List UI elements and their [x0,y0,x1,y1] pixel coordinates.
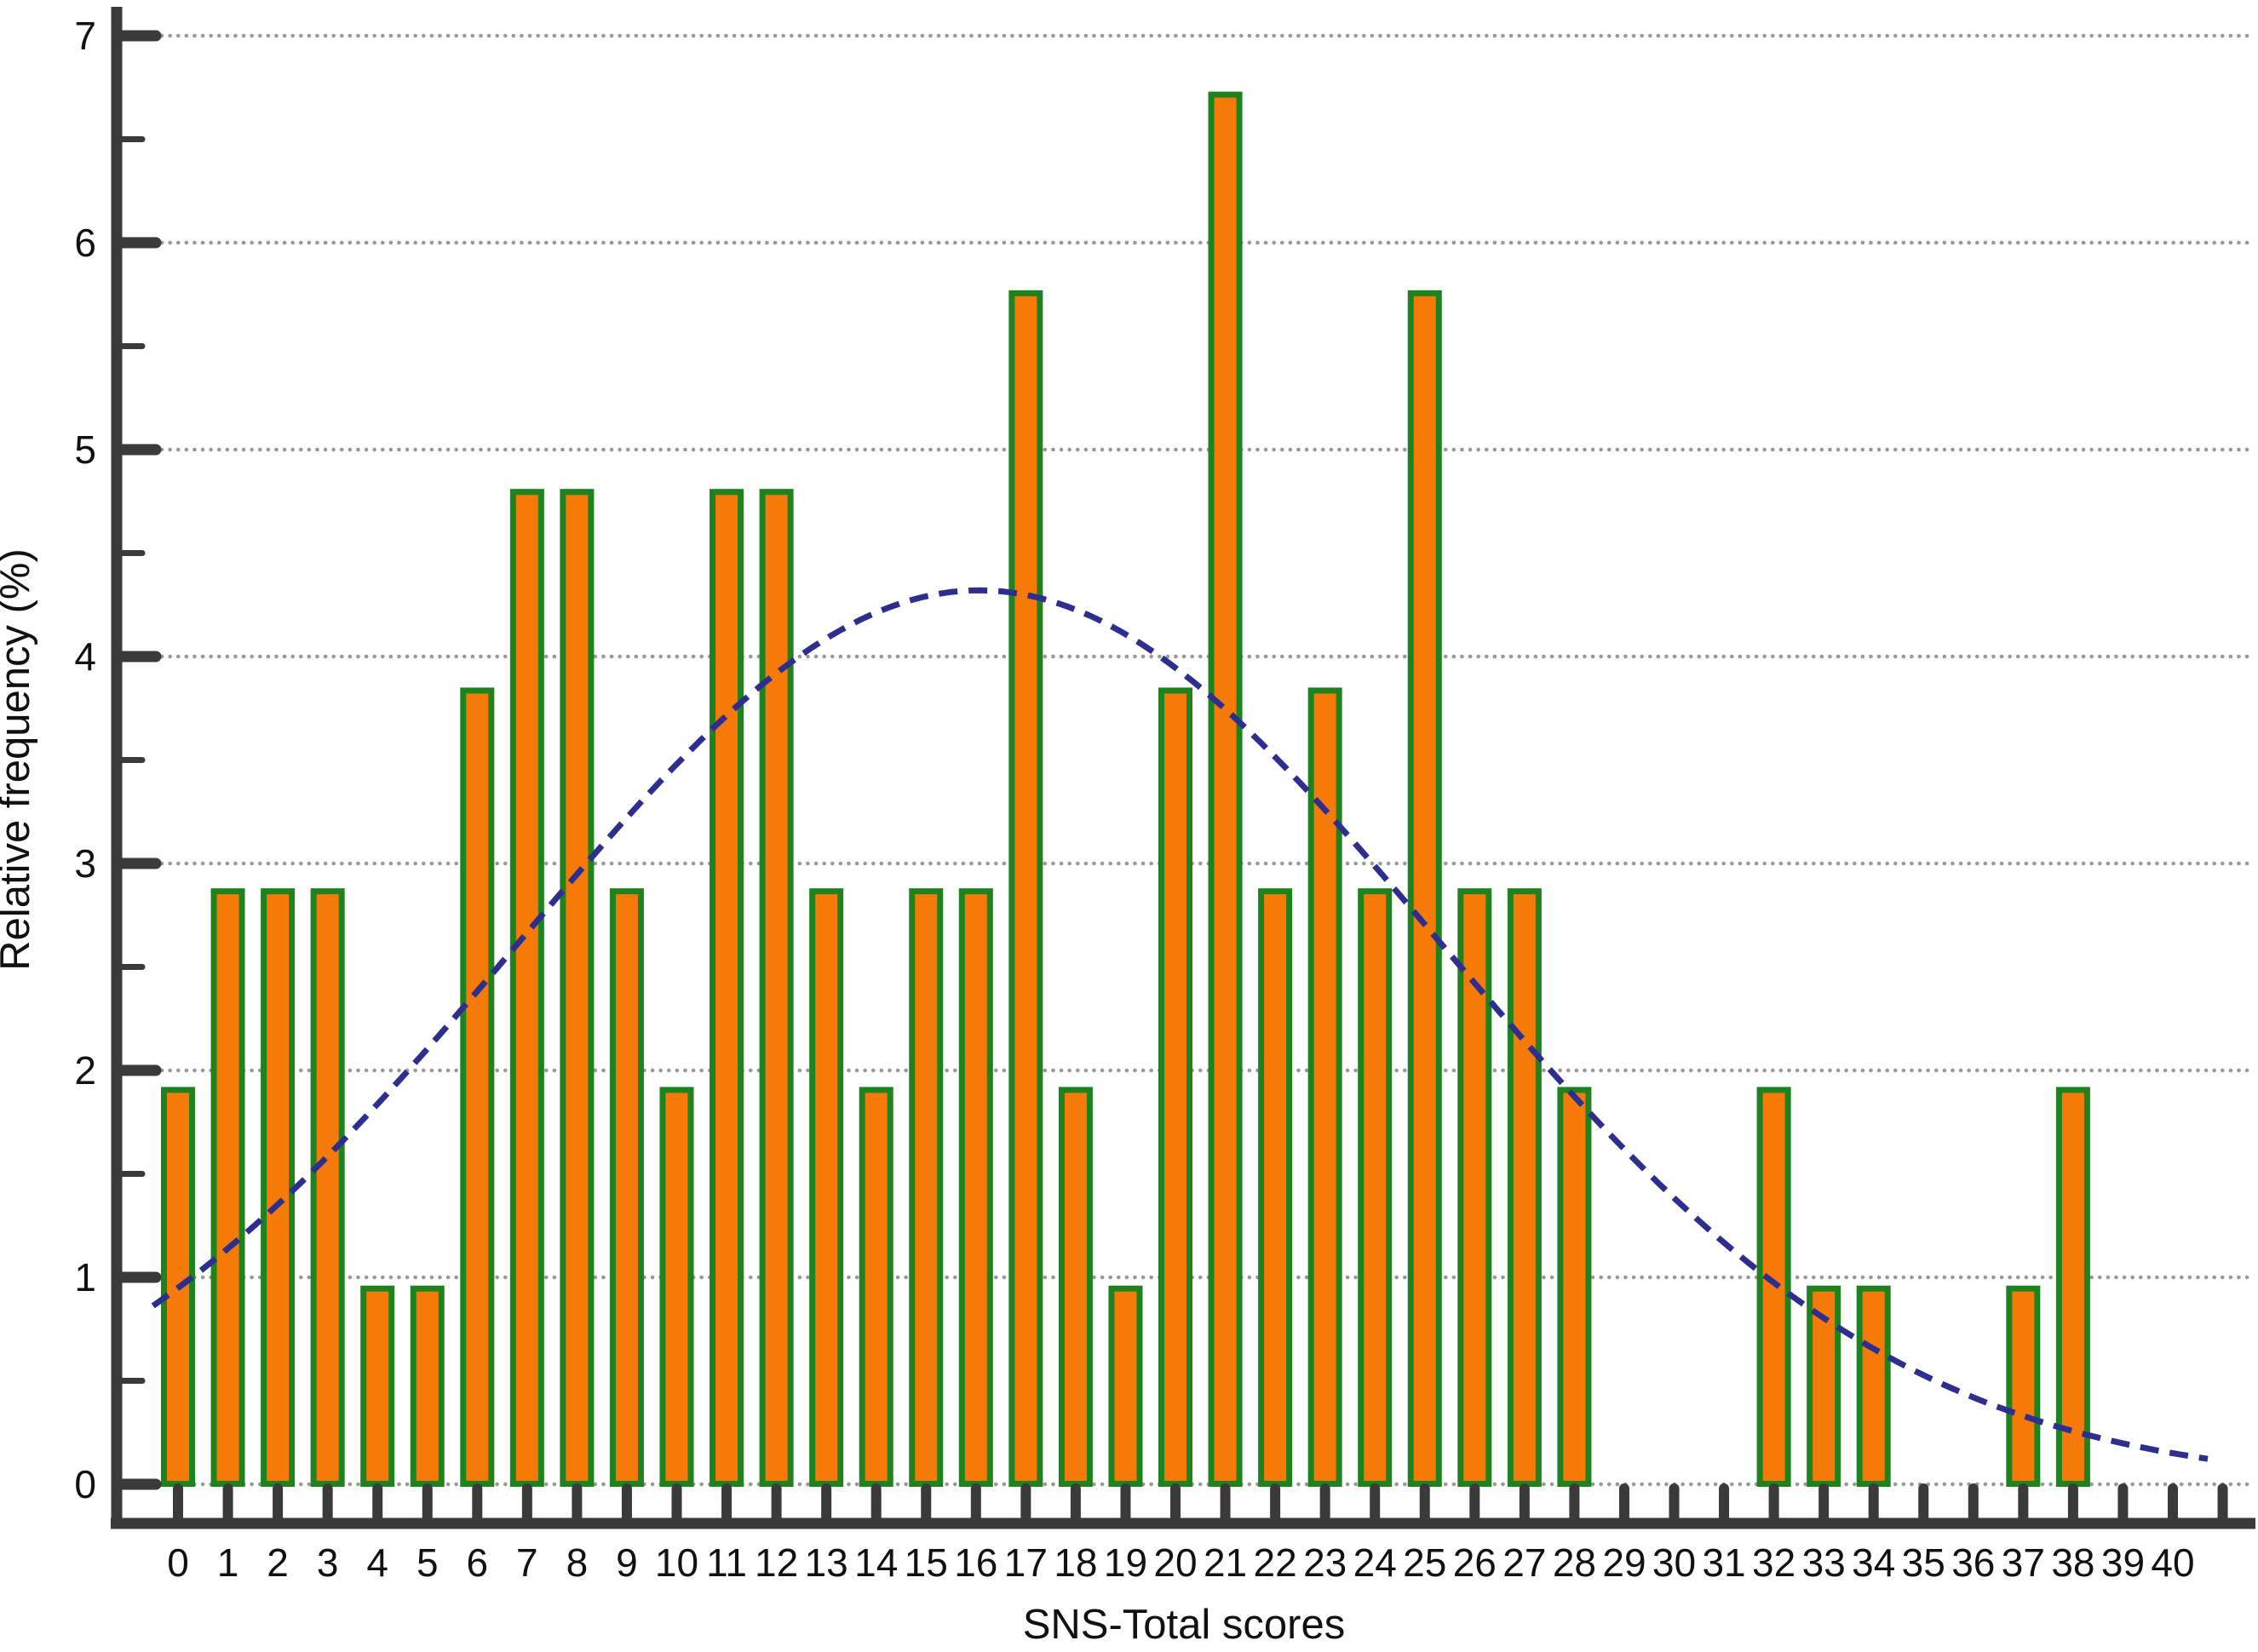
x-tick-label: 30 [1652,1540,1696,1585]
y-tick-label: 6 [74,221,96,265]
x-tick-label: 16 [954,1540,997,1585]
x-tick-label: 24 [1353,1540,1397,1585]
y-axis-title: Relative frequency (%) [0,548,38,971]
bar [1008,290,1043,1487]
bar [1108,1285,1143,1487]
x-tick-label: 4 [366,1540,388,1585]
x-tick-label: 39 [2101,1540,2145,1585]
bar [958,888,993,1488]
bar [909,888,944,1488]
x-tick-label: 28 [1553,1540,1596,1585]
x-tick-label: 18 [1054,1540,1097,1585]
bar [1158,687,1192,1487]
x-tick-label: 32 [1752,1540,1795,1585]
bar [460,687,495,1487]
x-tick-label: 9 [616,1540,638,1585]
x-tick-label: 22 [1254,1540,1297,1585]
x-tick-label: 11 [706,1540,747,1585]
bar [710,489,744,1487]
bar [1856,1285,1891,1487]
x-tick-label: 27 [1502,1540,1546,1585]
x-tick-label: 8 [566,1540,589,1585]
y-tick-label: 4 [74,634,96,679]
x-tick-label: 35 [1902,1540,1945,1585]
bar [659,1087,694,1487]
x-tick-label: 2 [267,1540,289,1585]
bar [1058,1087,1093,1487]
bar [410,1285,445,1487]
bar [1507,888,1542,1488]
x-tick-label: 40 [2151,1540,2194,1585]
bar [210,888,245,1488]
x-tick-label: 26 [1453,1540,1497,1585]
x-tick-label: 37 [2002,1540,2045,1585]
x-tick-label: 5 [417,1540,439,1585]
x-tick-label: 25 [1403,1540,1446,1585]
x-tick-label: 3 [317,1540,339,1585]
x-tick-label: 1 [217,1540,239,1585]
y-tick-label: 5 [74,427,96,472]
x-tick-label: 36 [1951,1540,1995,1585]
x-tick-label: 6 [467,1540,489,1585]
y-tick-label: 7 [74,14,96,58]
x-tick-label: 21 [1204,1540,1247,1585]
x-tick-label: 20 [1153,1540,1197,1585]
bar [809,888,844,1488]
bar [560,489,595,1487]
x-tick-label: 34 [1852,1540,1895,1585]
bar [609,888,644,1488]
y-tick-label: 3 [74,841,96,886]
x-tick-label: 12 [755,1540,798,1585]
x-tick-label: 33 [1802,1540,1846,1585]
bar [261,888,296,1488]
x-axis-title: SNS-Total scores [1023,1602,1346,1648]
bar [360,1285,395,1487]
bar [1756,1087,1791,1487]
x-tick-label: 17 [1004,1540,1048,1585]
x-tick-label: 31 [1702,1540,1745,1585]
bar [2055,1087,2090,1487]
bar [1557,1087,1592,1487]
bar [509,489,544,1487]
x-tick-label: 14 [854,1540,898,1585]
y-tick-label: 2 [74,1048,96,1093]
normal-curve [151,587,2209,1462]
x-tick-label: 15 [905,1540,948,1585]
bar [310,888,345,1488]
x-tick-label: 0 [167,1540,189,1585]
y-tick-label: 1 [74,1255,96,1299]
bar [1358,888,1393,1488]
bar [1258,888,1293,1488]
x-tick-label: 29 [1602,1540,1646,1585]
x-tick-label: 19 [1104,1540,1147,1585]
x-tick-label: 7 [516,1540,538,1585]
y-tick-label: 0 [74,1462,96,1506]
bar [759,489,794,1487]
x-tick-label: 38 [2051,1540,2094,1585]
bar [859,1087,893,1487]
x-tick-label: 23 [1303,1540,1347,1585]
bar [2006,1285,2041,1487]
x-tick-label: 10 [655,1540,698,1585]
bar [1407,290,1442,1487]
bar [1208,91,1243,1488]
x-tick-label: 13 [805,1540,848,1585]
